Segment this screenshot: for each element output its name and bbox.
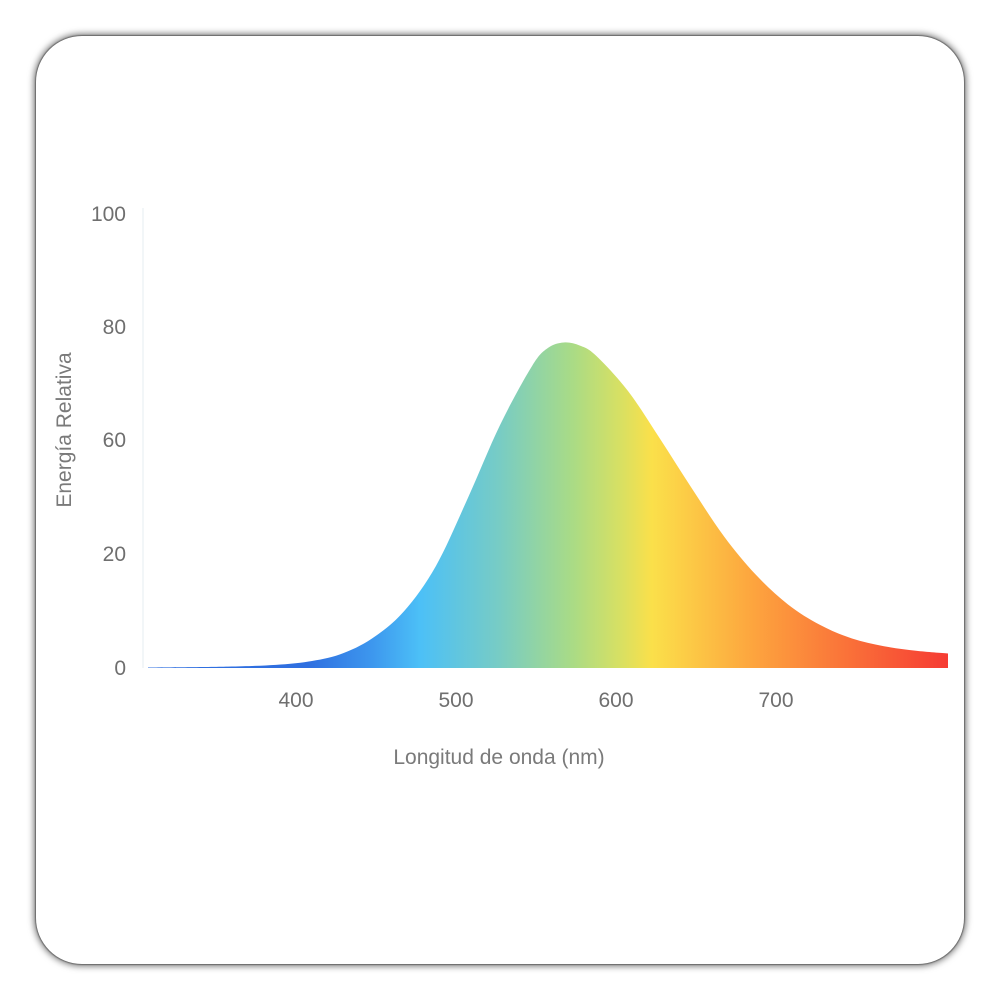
y-axis-title: Energía Relativa	[53, 352, 76, 508]
y-tick-label: 80	[103, 316, 126, 339]
series-layer	[148, 342, 948, 668]
x-axis-title: Longitud de onda (nm)	[393, 746, 604, 769]
y-tick-labels: 0 20 60 80 100	[91, 203, 126, 680]
chart-card: 0 20 60 80 100 400 500 600 700 Longitud de onda…	[36, 36, 964, 964]
x-tick-label: 400	[278, 689, 313, 712]
y-tick-label: 20	[103, 543, 126, 566]
x-tick-label: 600	[598, 689, 633, 712]
spectral-energy-chart: 0 20 60 80 100 400 500 600 700 Longitud de onda…	[53, 203, 948, 769]
spectrum-area	[148, 342, 948, 668]
y-tick-label: 0	[114, 657, 126, 680]
y-tick-label: 100	[91, 203, 126, 226]
x-tick-label: 500	[438, 689, 473, 712]
x-tick-label: 700	[758, 689, 793, 712]
y-tick-label: 60	[103, 429, 126, 452]
x-tick-labels: 400 500 600 700	[278, 689, 793, 712]
